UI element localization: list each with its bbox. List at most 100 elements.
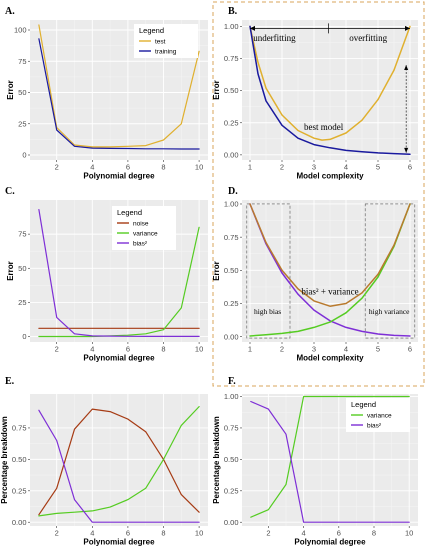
tick-label-y: 0.50 (224, 455, 239, 464)
tick-label-y: 0.75 (12, 424, 27, 433)
legend: Legend variance bias² (346, 398, 410, 432)
panel-letter: A. (5, 6, 15, 17)
underfitting-label: underfitting (253, 33, 296, 43)
tick-label-x: 8 (161, 345, 165, 354)
tick-label-x: 2 (55, 345, 59, 354)
tick-label-x: 4 (302, 529, 306, 538)
tick-label-x: 4 (90, 345, 94, 354)
panel-B: B. 0.00 0.25 0.50 0.75 1.00 1 2 3 4 5 6 Model comple… (212, 6, 418, 181)
series-line-bias (38, 209, 200, 337)
overfitting-label: overfitting (349, 33, 387, 43)
high-bias-label: high bias (254, 307, 281, 316)
y-axis-title: Percentage breakdown (212, 416, 221, 504)
tick-label-y: 25 (18, 119, 26, 128)
tick-label-x: 10 (405, 529, 413, 538)
tick-label-x: 4 (344, 345, 348, 354)
series-line-bias (250, 400, 410, 523)
highlight-frame (212, 1, 425, 387)
tick-label-y: 0.25 (224, 118, 239, 127)
tick-label-y: 50 (18, 264, 26, 273)
tick-label-x: 8 (161, 529, 165, 538)
legend-label: bias² (133, 240, 148, 247)
tick-label-x: 6 (126, 529, 130, 538)
tick-label-y: 0.50 (224, 86, 239, 95)
tick-label-y: 25 (18, 298, 26, 307)
arrow-head-right (405, 25, 410, 31)
tick-label-y: 0 (22, 332, 26, 341)
legend-title: Legend (139, 26, 164, 35)
tick-label-x: 4 (90, 529, 94, 538)
tick-label-y: 0 (22, 151, 26, 160)
tick-label-x: 6 (408, 163, 412, 172)
tick-label-x: 2 (280, 163, 284, 172)
tick-label-x: 2 (55, 529, 59, 538)
tick-label-x: 1 (248, 345, 252, 354)
panel-letter: F. (228, 376, 236, 387)
tick-label-y: 1.00 (224, 22, 239, 31)
tick-label-y: 0.00 (224, 332, 239, 341)
series-line-biasvariance (249, 203, 411, 307)
tick-label-x: 6 (408, 345, 412, 354)
tick-label-y: 0.25 (224, 486, 239, 495)
series-line-variance (38, 406, 200, 517)
tick-label-y: 0.75 (224, 54, 239, 63)
series-line-bias (249, 203, 411, 337)
high-bias-box (246, 203, 291, 339)
legend-label: variance (367, 412, 392, 419)
tick-label-x: 3 (312, 163, 316, 172)
tick-label-x: 6 (126, 163, 130, 172)
tick-label-y: 50 (18, 88, 26, 97)
tick-label-y: 0.00 (224, 518, 239, 527)
legend: Legend test training (134, 24, 198, 58)
tick-label-y: 1.00 (224, 200, 239, 209)
tick-label-y: 0.00 (224, 150, 239, 159)
tick-label-x: 6 (126, 345, 130, 354)
sum-label: bias² + variance (301, 287, 358, 297)
tick-label-y: 0.00 (12, 518, 27, 527)
gap-arrow-top (404, 64, 409, 70)
y-axis-title: Error (6, 261, 15, 281)
legend-label: noise (133, 220, 149, 227)
tick-label-x: 6 (337, 529, 341, 538)
series-line-variance (38, 226, 200, 338)
panel-letter: E. (5, 376, 15, 387)
series-line-test (38, 24, 200, 148)
panel-letter: C. (5, 186, 15, 197)
tick-label-x: 3 (312, 345, 316, 354)
y-axis-title: Error (6, 80, 15, 100)
tick-label-x: 10 (195, 529, 203, 538)
series-line-test (249, 25, 411, 141)
panel-letter: D. (228, 186, 238, 197)
legend-label: variance (133, 230, 158, 237)
tick-label-x: 2 (280, 345, 284, 354)
legend-title: Legend (117, 208, 142, 217)
x-axis-title: Polynomial degree (83, 354, 155, 363)
tick-label-y: 75 (18, 57, 26, 66)
gap-arrow-bottom (404, 147, 409, 153)
y-axis-title: Error (212, 80, 221, 100)
tick-label-y: 1.00 (224, 392, 239, 401)
tick-label-x: 8 (372, 529, 376, 538)
y-axis-title: Error (212, 261, 221, 281)
series-line-noise (38, 408, 200, 516)
tick-label-y: 0.75 (224, 233, 239, 242)
series-line-training (249, 25, 411, 155)
tick-label-x: 10 (195, 345, 203, 354)
tick-label-x: 2 (55, 163, 59, 172)
x-axis-title: Polynomial degree (83, 172, 155, 181)
series-line-training (38, 38, 200, 150)
high-variance-label: high variance (369, 307, 410, 316)
x-axis-title: Polynomial degree (83, 538, 155, 547)
legend-label: training (155, 48, 177, 55)
legend-title: Legend (351, 400, 376, 409)
x-axis-title: Model complexity (296, 172, 364, 181)
panel-A: A. 0 25 50 75 100 2 4 6 8 10 Polynomial degree Error… (5, 6, 208, 181)
tick-label-y: 0.50 (224, 266, 239, 275)
tick-label-y: 75 (18, 230, 26, 239)
x-axis-title: Polynomial degree (294, 538, 366, 547)
tick-label-x: 1 (248, 163, 252, 172)
legend-label: bias² (367, 422, 382, 429)
legend: Legend noise variance bias² (112, 206, 176, 250)
